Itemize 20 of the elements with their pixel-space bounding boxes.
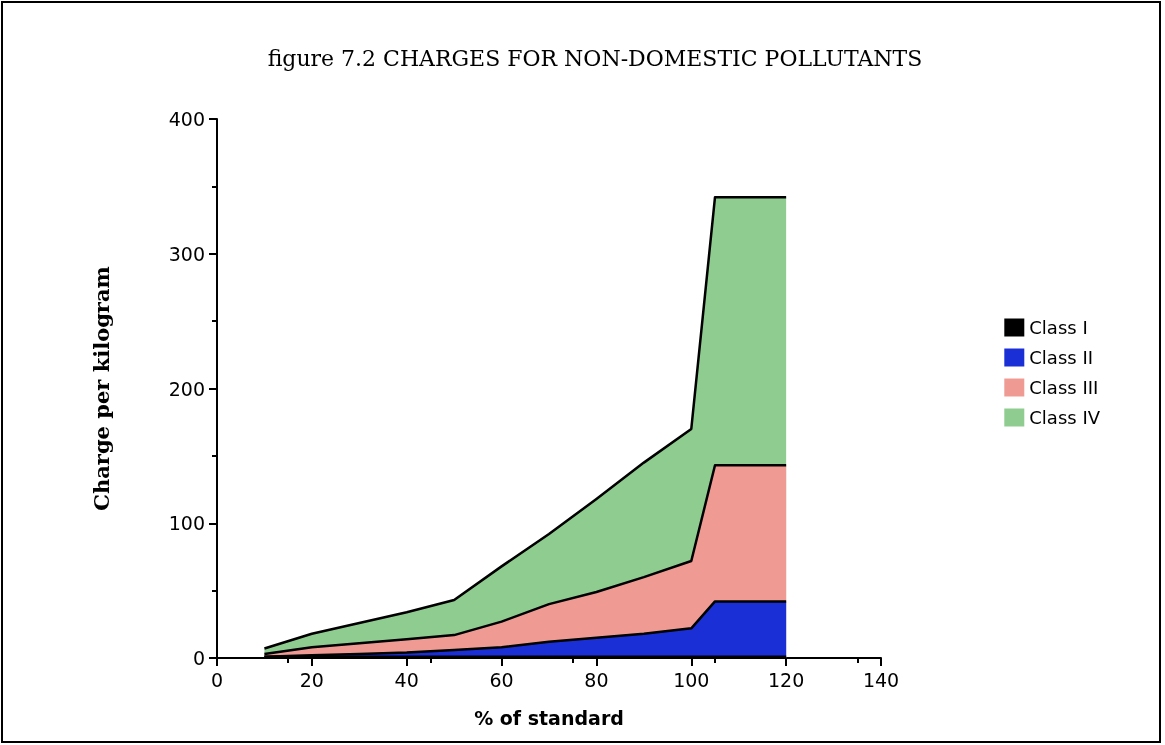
chart-title: figure 7.2 CHARGES FOR NON-DOMESTIC POLLUTANTS <box>267 45 923 71</box>
x-tick-label: 20 <box>299 668 324 691</box>
y-tick-label: 0 <box>192 647 205 669</box>
x-tick-label: 100 <box>673 668 710 691</box>
y-tick-label: 100 <box>168 512 205 535</box>
y-axis-title: Charge per kilogram <box>89 266 114 511</box>
legend-label: Class I <box>1029 317 1088 338</box>
x-tick-label: 140 <box>862 668 900 691</box>
x-tick-label: 40 <box>394 668 419 691</box>
x-axis-title: % of standard <box>474 706 624 729</box>
legend-label: Class IV <box>1029 407 1101 428</box>
x-tick-label: 60 <box>489 668 514 691</box>
x-tick-label: 80 <box>584 668 609 691</box>
y-tick-label: 300 <box>168 242 205 265</box>
y-tick-label: 400 <box>168 108 205 130</box>
legend-label: Class III <box>1029 377 1099 398</box>
x-tick-label: 0 <box>210 668 224 691</box>
legend-label: Class II <box>1029 347 1093 368</box>
y-tick-label: 200 <box>168 377 205 400</box>
x-tick-label: 120 <box>768 668 805 691</box>
